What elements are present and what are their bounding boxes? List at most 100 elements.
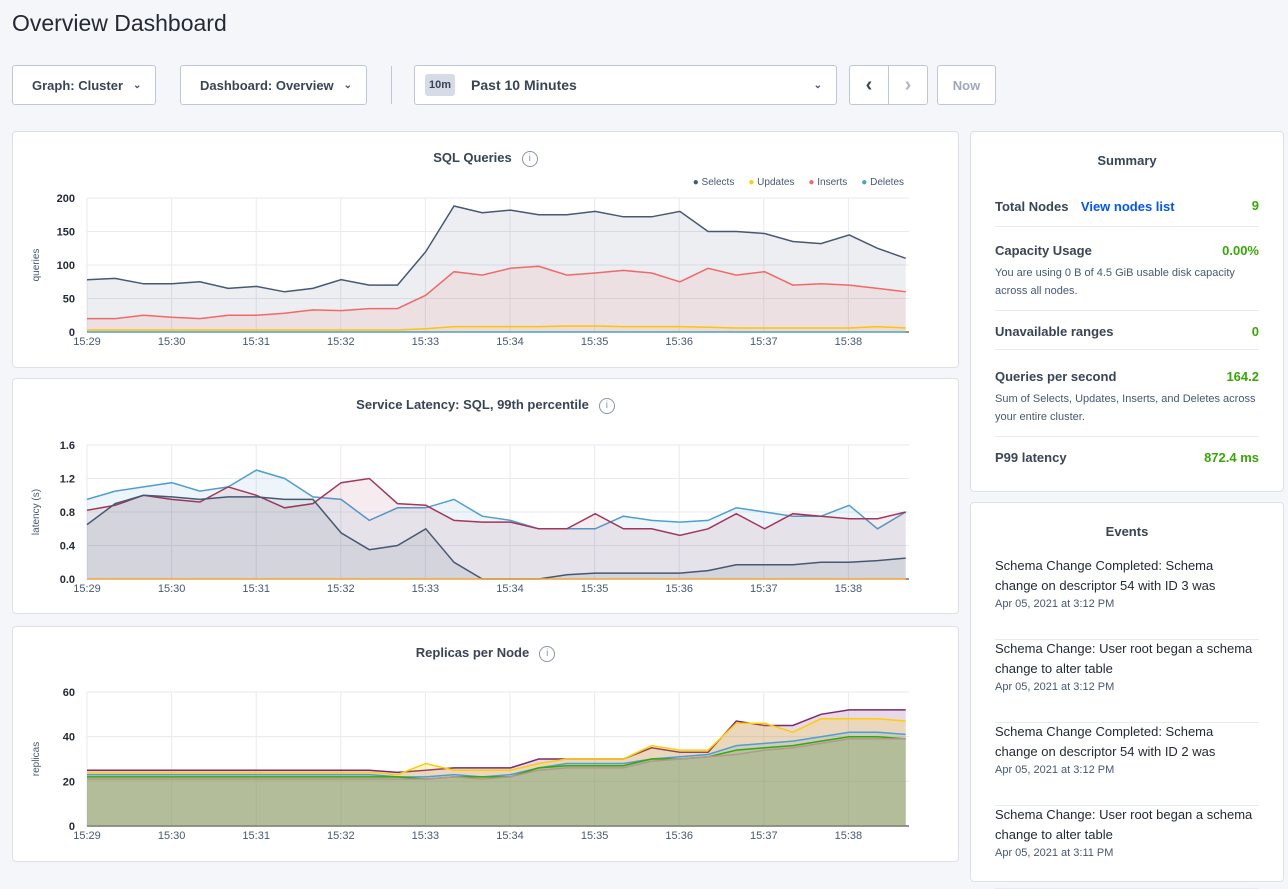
event-date: Apr 05, 2021 at 3:12 PM [995,681,1115,693]
info-icon[interactable]: i [598,397,615,414]
x-tick-label: 15:36 [665,830,693,842]
next-button[interactable]: › [888,65,928,105]
series-area-2 [87,495,906,579]
event-text: Schema Change: User root began a schema … [995,641,1253,676]
legend-deletes[interactable]: ● Deletes [861,177,904,188]
y-tick-label: 40 [63,732,75,744]
x-tick-label: 15:29 [73,830,101,842]
chart-title: Replicas per Node [415,645,530,660]
events-panel: Events Schema Change Completed: Schema c… [970,502,1284,889]
legend-updates[interactable]: ● Updates [748,177,795,188]
series-area-4 [87,738,906,826]
event-item[interactable]: Schema Change: User root began a schema … [995,639,1259,723]
chart-plot[interactable]: 15:29 15:30 15:31 15:32 15:33 15:34 15:35 15:36… [13,379,960,615]
series-area-selects [87,206,906,332]
series-line-2 [87,731,906,778]
y-tick-label: 60 [63,687,75,699]
x-tick-label: 15:33 [412,583,440,595]
y-axis-label: replicas [31,742,42,776]
event-date: Apr 05, 2021 at 3:12 PM [995,598,1115,610]
x-tick-label: 15:30 [158,583,186,595]
series-line-0 [86,469,907,530]
series-line-inserts [87,265,906,320]
x-tick-label: 15:38 [835,830,863,842]
y-tick-label: 0.4 [60,541,76,553]
summary-panel: Summary Total Nodes View nodes list 9 Cap… [970,131,1284,492]
info-icon[interactable]: i [539,645,556,662]
chevron-right-icon: › [904,73,912,96]
x-tick-label: 15:37 [750,583,778,595]
x-tick-label: 15:35 [581,830,609,842]
y-tick-label: 1.6 [60,440,75,452]
x-tick-label: 15:35 [581,336,609,348]
event-item[interactable]: Schema Change Completed: Schema change o… [995,556,1259,640]
series-line-updates [87,325,906,331]
chart-plot[interactable]: 15:29 15:30 15:31 15:32 15:33 15:34 15:35 15:36… [13,627,960,863]
event-date: Apr 05, 2021 at 3:12 PM [995,764,1115,776]
x-tick-label: 15:32 [327,830,355,842]
x-tick-label: 15:32 [327,583,355,595]
x-tick-label: 15:31 [242,336,270,348]
summary-qps: Queries per second 164.2 Sum of Selects, U… [995,369,1259,437]
dashboard-select-label: Dashboard: Overview [200,77,334,93]
x-tick-label: 15:37 [750,336,778,348]
event-text: Schema Change Completed: Schema change o… [995,724,1216,759]
now-button[interactable]: Now [937,65,996,105]
time-badge: 10m [425,74,456,96]
previous-button[interactable]: ‹ [849,65,889,105]
chevron-down-icon: ⌄ [133,79,142,91]
y-tick-label: 150 [57,227,75,239]
x-tick-label: 15:34 [496,830,524,842]
x-tick-label: 15:36 [665,336,693,348]
replicas-per-node-chart: Replicas per Node i 15:29 15:30 15:31 15:32 1… [12,626,959,862]
service-latency-chart: Service Latency: SQL, 99th percentile i 1… [12,378,959,614]
event-item[interactable]: Schema Change Completed: Schema change o… [995,722,1259,806]
series-line-1 [86,477,906,537]
y-tick-label: 0.0 [60,574,75,586]
x-tick-label: 15:31 [242,583,270,595]
graph-select[interactable]: Graph: Cluster ⌄ [12,65,156,105]
x-tick-label: 15:34 [496,336,524,348]
y-tick-label: 0 [69,821,75,833]
legend-inserts[interactable]: ● Inserts [808,177,848,188]
x-tick-label: 15:32 [327,336,355,348]
y-tick-label: 0.8 [60,507,75,519]
x-tick-label: 15:35 [581,583,609,595]
sql-queries-chart: SQL Queries i ● Selects ● Updates ● Inser… [12,131,959,368]
x-tick-label: 15:33 [412,336,440,348]
event-item[interactable]: Schema Change: User root began a schema … [995,805,1259,889]
series-line-selects [86,205,906,293]
dashboard-select[interactable]: Dashboard: Overview ⌄ [180,65,367,105]
chart-plot[interactable]: 15:29 15:30 15:31 15:32 15:33 15:34 15:35 15:36… [13,132,960,369]
view-nodes-link[interactable]: View nodes list [1080,199,1175,214]
x-tick-label: 15:38 [835,583,863,595]
series-area-1 [87,478,906,579]
legend-selects[interactable]: ● Selects [692,177,735,188]
x-tick-label: 15:30 [158,336,186,348]
x-tick-label: 15:30 [158,830,186,842]
x-tick-label: 15:29 [73,583,101,595]
summary-title: Summary [1097,153,1157,168]
info-icon[interactable]: i [521,150,538,167]
summary-p99-latency: P99 latency 872.4 ms [995,450,1259,465]
series-area-1 [87,718,906,826]
y-tick-label: 1.2 [60,474,75,486]
chevron-left-icon: ‹ [865,73,873,96]
divider [391,66,392,104]
y-tick-label: 100 [57,260,75,272]
events-title: Events [1105,524,1149,539]
chevron-down-icon: ⌄ [813,79,822,91]
y-tick-label: 0 [69,327,75,339]
y-tick-label: 50 [63,294,75,306]
event-text: Schema Change: User root began a schema … [995,807,1253,842]
time-range-label: Past 10 Minutes [471,77,577,93]
event-text: Schema Change Completed: Schema change o… [995,558,1216,593]
summary-capacity-usage: Capacity Usage 0.00% You are using 0 B of … [995,243,1259,311]
y-axis-label: queries [31,249,42,282]
series-line-1 [87,718,906,776]
chart-legend: ● Selects ● Updates ● Inserts ● Deletes [693,177,904,188]
x-tick-label: 15:29 [73,336,101,348]
y-tick-label: 20 [63,776,75,788]
x-tick-label: 15:36 [665,583,693,595]
time-range-select[interactable]: 10m Past 10 Minutes ⌄ [414,65,837,105]
